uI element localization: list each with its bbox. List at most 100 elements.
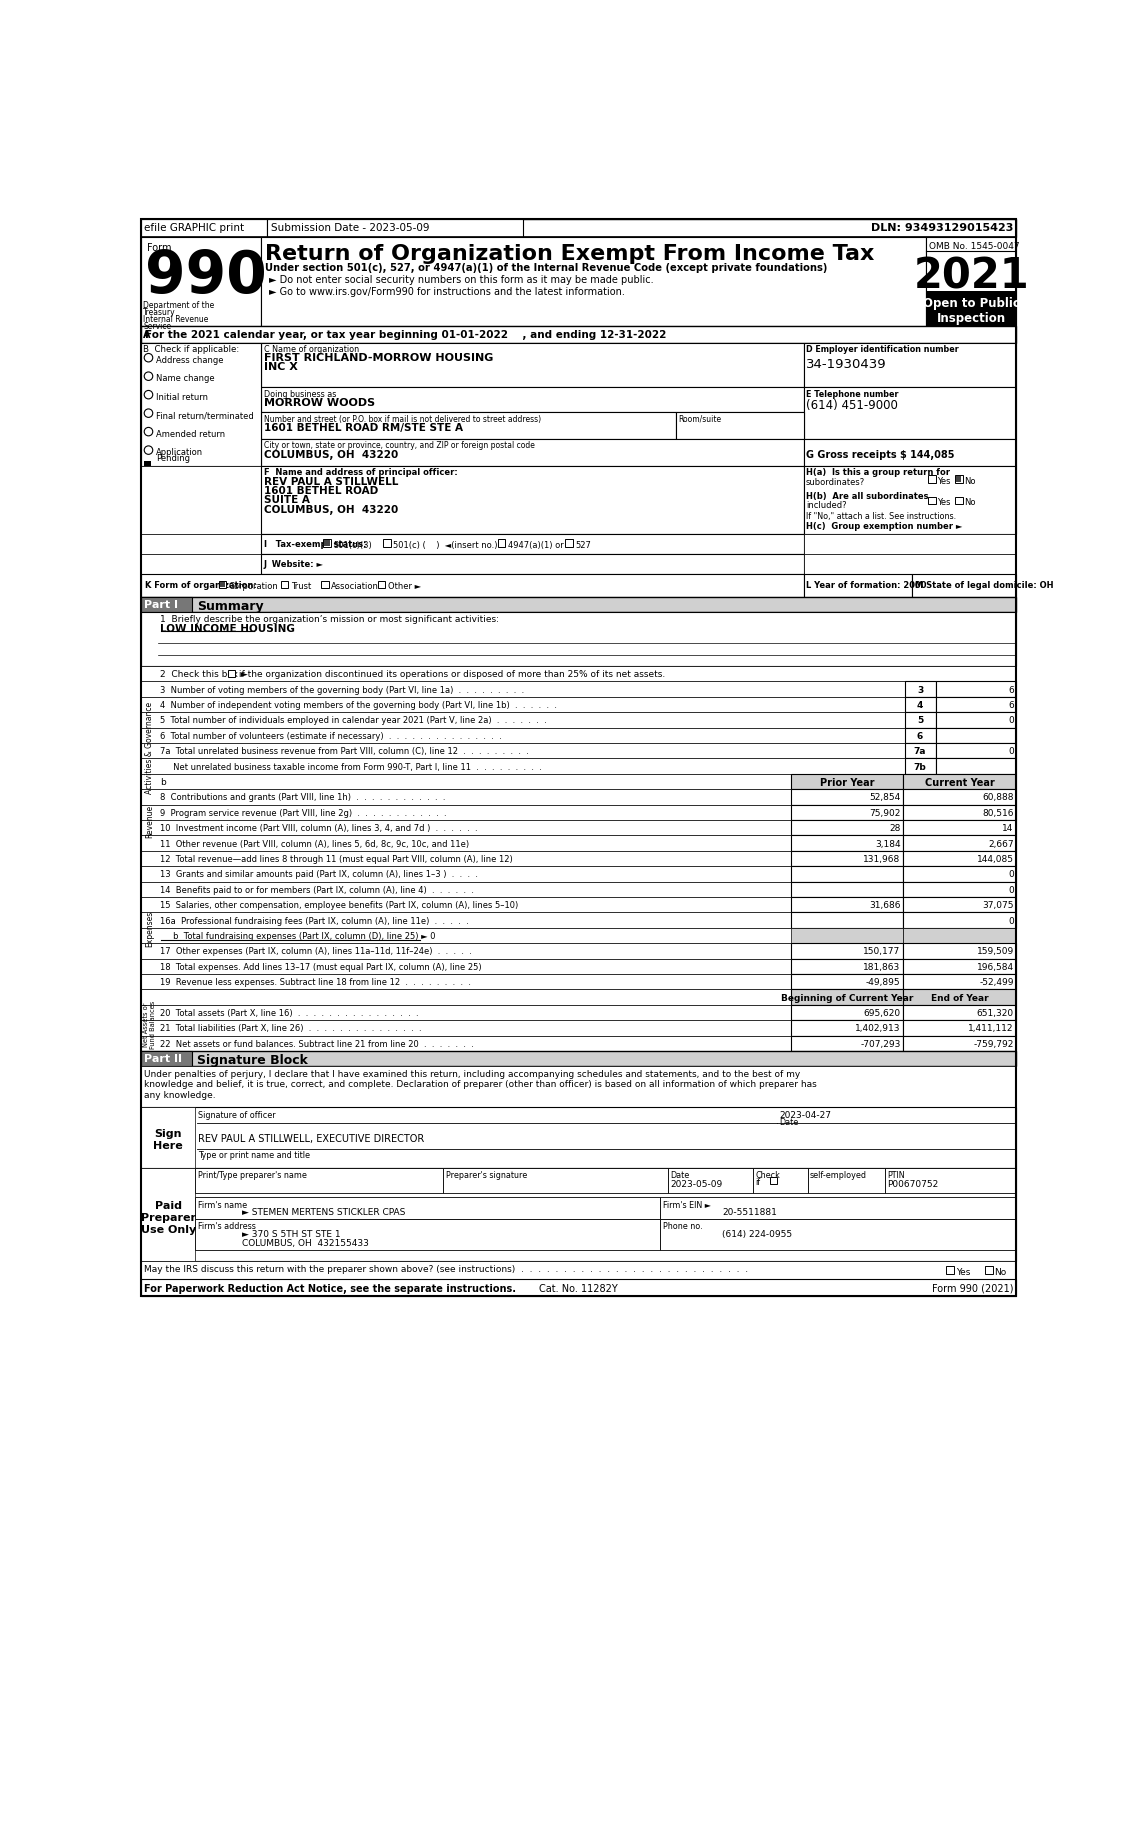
Bar bbox=[946, 1266, 954, 1274]
Text: Net Assets or
Fund Balances: Net Assets or Fund Balances bbox=[143, 1001, 156, 1049]
Bar bbox=[141, 791, 1016, 805]
Text: Firm's address: Firm's address bbox=[198, 1222, 255, 1230]
Bar bbox=[444, 1169, 668, 1193]
Bar bbox=[141, 913, 1016, 928]
Bar bbox=[261, 439, 804, 467]
Bar bbox=[141, 944, 1016, 959]
Text: Number and street (or P.O. box if mail is not delivered to street address): Number and street (or P.O. box if mail i… bbox=[263, 414, 541, 423]
Bar bbox=[904, 759, 936, 774]
Text: 80,516: 80,516 bbox=[982, 809, 1014, 818]
Text: Treasury: Treasury bbox=[143, 307, 176, 317]
Text: included?: included? bbox=[806, 500, 847, 509]
Text: 14  Benefits paid to or for members (Part IX, column (A), line 4)  .  .  .  .  .: 14 Benefits paid to or for members (Part… bbox=[160, 886, 474, 895]
Bar bbox=[903, 1036, 1016, 1052]
Text: 7a  Total unrelated business revenue from Part VIII, column (C), line 12  .  .  : 7a Total unrelated business revenue from… bbox=[160, 747, 530, 756]
Bar bbox=[903, 820, 1016, 836]
Text: 2023-05-09: 2023-05-09 bbox=[671, 1179, 723, 1188]
Bar bbox=[261, 467, 804, 534]
Text: Final return/terminated: Final return/terminated bbox=[156, 412, 254, 421]
Bar bbox=[377, 582, 385, 589]
Text: Signature of officer: Signature of officer bbox=[199, 1111, 277, 1118]
Text: Room/suite: Room/suite bbox=[679, 414, 721, 423]
Bar bbox=[790, 913, 903, 928]
Bar bbox=[804, 439, 1016, 467]
Text: Sign
Here: Sign Here bbox=[154, 1129, 183, 1149]
Text: Yes: Yes bbox=[937, 498, 951, 507]
Bar bbox=[790, 1021, 903, 1036]
Bar bbox=[804, 575, 912, 597]
Bar bbox=[141, 597, 192, 613]
Text: Submission Date - 2023-05-09: Submission Date - 2023-05-09 bbox=[271, 223, 429, 232]
Bar bbox=[141, 759, 1016, 774]
Text: 0: 0 bbox=[1008, 716, 1014, 725]
Bar bbox=[141, 613, 1016, 666]
Text: Print/Type preparer's name: Print/Type preparer's name bbox=[198, 1169, 307, 1179]
Text: Signature Block: Signature Block bbox=[196, 1054, 308, 1067]
Text: Application: Application bbox=[156, 447, 203, 456]
Bar bbox=[790, 928, 903, 944]
Bar bbox=[323, 540, 331, 547]
Text: 6: 6 bbox=[917, 732, 924, 741]
Text: Cat. No. 11282Y: Cat. No. 11282Y bbox=[540, 1283, 618, 1294]
Text: 150,177: 150,177 bbox=[864, 946, 901, 955]
Bar bbox=[790, 774, 903, 791]
Bar bbox=[141, 467, 261, 534]
Text: I   Tax-exempt status:: I Tax-exempt status: bbox=[263, 540, 366, 549]
Text: subordinates?: subordinates? bbox=[806, 478, 865, 487]
Text: 18  Total expenses. Add lines 13–17 (must equal Part IX, column (A), line 25): 18 Total expenses. Add lines 13–17 (must… bbox=[160, 963, 482, 972]
Text: 0: 0 bbox=[1008, 747, 1014, 756]
Text: 28: 28 bbox=[890, 824, 901, 833]
Bar bbox=[668, 1169, 753, 1193]
Text: Expenses: Expenses bbox=[146, 910, 155, 946]
Text: Preparer's signature: Preparer's signature bbox=[446, 1169, 527, 1179]
Text: Other ►: Other ► bbox=[387, 582, 421, 591]
Text: 52,854: 52,854 bbox=[869, 792, 901, 802]
Text: Date: Date bbox=[671, 1169, 690, 1179]
Text: self-employed: self-employed bbox=[809, 1169, 867, 1179]
Bar bbox=[903, 791, 1016, 805]
Bar bbox=[281, 582, 288, 589]
Bar bbox=[912, 575, 1016, 597]
Bar bbox=[904, 697, 936, 714]
Text: 501(c)(3): 501(c)(3) bbox=[333, 540, 373, 549]
Bar bbox=[141, 867, 1016, 882]
Bar bbox=[790, 851, 903, 867]
Bar bbox=[219, 582, 227, 589]
Bar bbox=[790, 990, 903, 1005]
Bar bbox=[268, 220, 523, 238]
Circle shape bbox=[145, 373, 152, 381]
Bar bbox=[903, 851, 1016, 867]
Text: -759,792: -759,792 bbox=[973, 1039, 1014, 1049]
Bar bbox=[141, 554, 261, 575]
Bar bbox=[141, 1021, 1016, 1036]
Bar bbox=[903, 913, 1016, 928]
Bar bbox=[903, 867, 1016, 882]
Bar bbox=[770, 1177, 778, 1184]
Text: REV PAUL A STILLWELL, EXECUTIVE DIRECTOR: REV PAUL A STILLWELL, EXECUTIVE DIRECTOR bbox=[199, 1135, 425, 1144]
Bar bbox=[903, 1005, 1016, 1021]
Text: SUITE A: SUITE A bbox=[263, 496, 309, 505]
Bar bbox=[903, 1021, 1016, 1036]
Text: Service: Service bbox=[143, 322, 172, 331]
Text: ► Do not enter social security numbers on this form as it may be made public.: ► Do not enter social security numbers o… bbox=[269, 274, 654, 285]
Bar bbox=[903, 774, 1016, 791]
Text: P00670752: P00670752 bbox=[887, 1179, 938, 1188]
Text: 159,509: 159,509 bbox=[977, 946, 1014, 955]
Text: 21  Total liabilities (Part X, line 26)  .  .  .  .  .  .  .  .  .  .  .  .  .  : 21 Total liabilities (Part X, line 26) .… bbox=[160, 1023, 422, 1032]
Text: Internal Revenue: Internal Revenue bbox=[143, 315, 209, 324]
Text: (614) 224-0955: (614) 224-0955 bbox=[723, 1230, 793, 1239]
Bar bbox=[955, 498, 963, 505]
Bar bbox=[928, 498, 936, 505]
Text: City or town, state or province, country, and ZIP or foreign postal code: City or town, state or province, country… bbox=[263, 441, 534, 450]
Text: J  Website: ►: J Website: ► bbox=[263, 560, 324, 569]
Text: 4: 4 bbox=[917, 701, 924, 710]
Text: 0: 0 bbox=[1008, 869, 1014, 878]
Text: b  Total fundraising expenses (Part IX, column (D), line 25) ► 0: b Total fundraising expenses (Part IX, c… bbox=[160, 931, 436, 941]
Bar bbox=[141, 897, 1016, 913]
Bar bbox=[498, 540, 506, 547]
Bar bbox=[141, 534, 261, 554]
Bar bbox=[904, 714, 936, 728]
Text: INC X: INC X bbox=[263, 362, 297, 371]
Text: Date: Date bbox=[779, 1118, 798, 1127]
Text: Doing business as: Doing business as bbox=[263, 390, 336, 399]
